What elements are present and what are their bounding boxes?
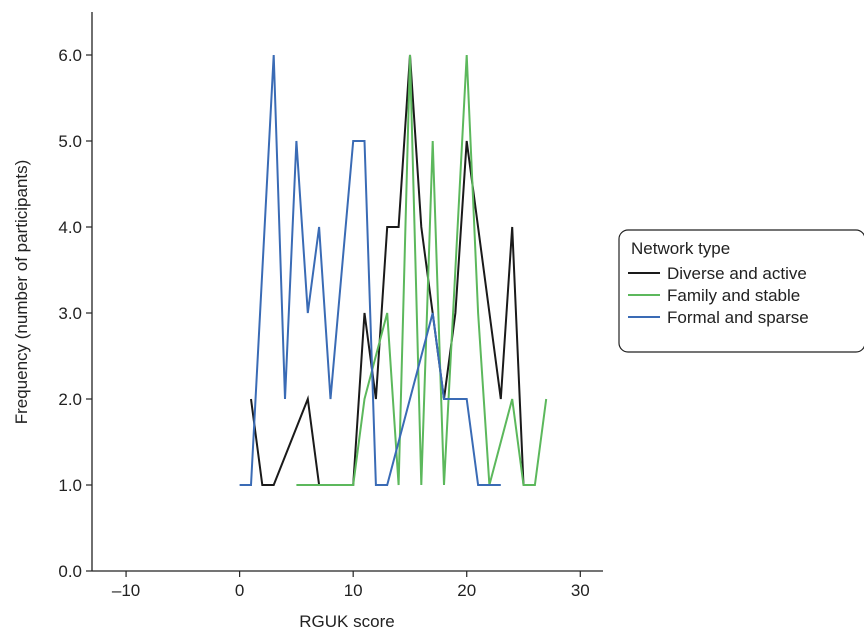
series-line-2 (239, 54, 501, 486)
legend-box (618, 229, 864, 353)
y-tick-label: 6.0 (58, 46, 82, 65)
y-axis-label: Frequency (number of participants) (12, 160, 31, 425)
y-tick-label: 5.0 (58, 132, 82, 151)
series-lines (239, 54, 548, 486)
x-tick-label: 20 (457, 581, 476, 600)
x-axis-label: RGUK score (299, 612, 394, 631)
y-tick-label: 2.0 (58, 390, 82, 409)
legend-label-0: Diverse and active (667, 264, 807, 283)
y-tick-label: 0.0 (58, 562, 82, 581)
y-tick-label: 4.0 (58, 218, 82, 237)
x-ticks: –10 0 10 20 30 (112, 571, 590, 600)
y-tick-label: 3.0 (58, 304, 82, 323)
legend-title: Network type (631, 239, 730, 258)
x-tick-label: 0 (235, 581, 244, 600)
legend-entries: Diverse and active Family and stable Forma… (628, 264, 809, 327)
series-line-1 (296, 54, 548, 486)
series-line-0 (250, 54, 525, 486)
x-tick-label: –10 (112, 581, 140, 600)
y-ticks: 0.0 1.0 2.0 3.0 4.0 5.0 6.0 (58, 46, 92, 581)
axes: –10 0 10 20 30 0.0 1.0 2.0 3.0 4.0 5.0 6.0 RGUK sc… (12, 12, 603, 631)
x-tick-label: 30 (571, 581, 590, 600)
x-tick-label: 10 (344, 581, 363, 600)
y-tick-label: 1.0 (58, 476, 82, 495)
legend-label-1: Family and stable (667, 286, 800, 305)
legend: Network type Diverse and active Family an… (618, 229, 864, 353)
legend-label-2: Formal and sparse (667, 308, 809, 327)
